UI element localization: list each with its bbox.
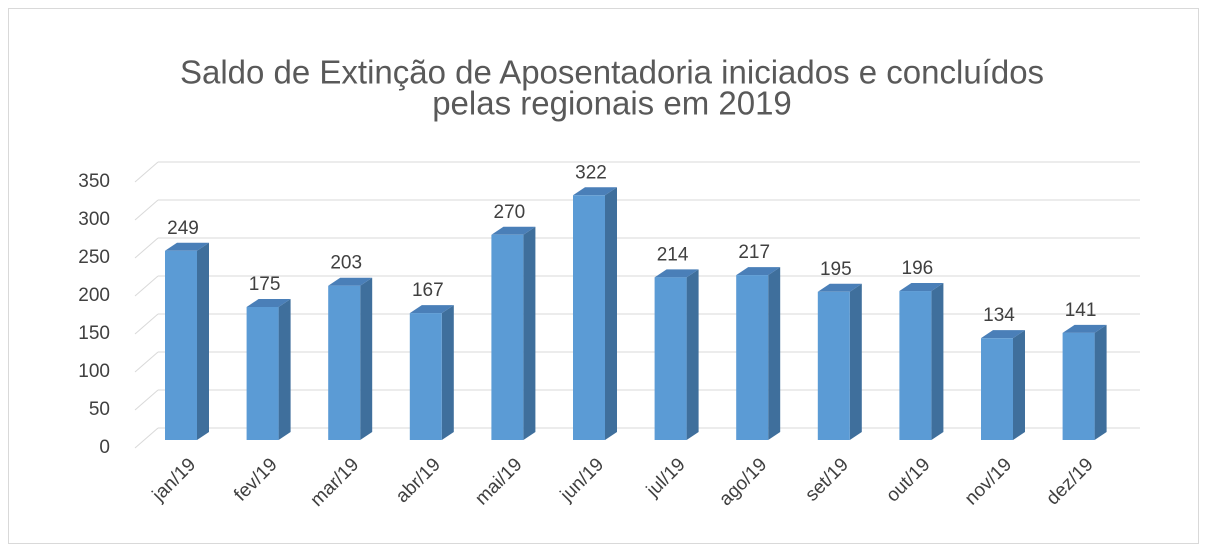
y-tick-label: 300 [78, 209, 110, 230]
bar [981, 338, 1013, 440]
bar-top [981, 330, 1025, 339]
data-label: 270 [494, 202, 526, 223]
bar [246, 307, 279, 440]
bar-top [1062, 324, 1107, 333]
data-label: 196 [902, 258, 934, 279]
grid-line [134, 237, 159, 259]
bar-side [441, 305, 454, 440]
bar [817, 291, 850, 440]
bar [409, 313, 442, 440]
y-tick-label: 0 [99, 437, 110, 458]
bar-top [573, 187, 617, 196]
bar-top [736, 267, 781, 276]
bar-side [605, 187, 617, 440]
grid-line [134, 275, 159, 297]
y-tick-label: 350 [78, 171, 110, 192]
bar-side [1094, 324, 1107, 440]
data-label: 134 [983, 305, 1015, 326]
bar-top [491, 226, 536, 235]
bar-side [849, 283, 862, 440]
data-label: 322 [575, 162, 607, 183]
bar-top [817, 283, 862, 292]
data-label: 249 [167, 218, 199, 239]
data-label: 141 [1065, 300, 1097, 321]
y-tick-label: 250 [78, 247, 110, 268]
y-tick-label: 200 [78, 285, 110, 306]
y-tick-label: 100 [78, 361, 110, 382]
bar-side [278, 299, 291, 440]
data-label: 203 [330, 253, 362, 274]
y-tick-label: 150 [78, 323, 110, 344]
chart-title: Saldo de Extinção de Aposentadoria inici… [180, 54, 1044, 91]
grid-line [134, 313, 159, 335]
bar [328, 285, 361, 440]
bar-side [686, 269, 699, 440]
data-label: 195 [820, 259, 852, 280]
grid-line [134, 161, 159, 183]
bar [899, 291, 932, 440]
data-label: 167 [412, 280, 444, 301]
grid-line [134, 199, 159, 221]
grid-line [134, 389, 159, 411]
bar-side [197, 242, 209, 440]
bar [736, 275, 769, 440]
grid-line [134, 351, 159, 373]
bar-side [768, 267, 781, 440]
grid-line [134, 427, 159, 449]
bar-side [931, 283, 944, 440]
bar [491, 234, 524, 440]
bar [573, 195, 605, 440]
y-tick-label: 50 [89, 399, 110, 420]
bar-top [409, 305, 454, 314]
chart-title: pelas regionais em 2019 [432, 85, 792, 122]
bar-top [328, 277, 373, 286]
bar [654, 277, 687, 440]
data-label: 217 [738, 242, 770, 263]
bar-top [899, 283, 944, 292]
bar-top [654, 269, 699, 278]
bar-top [165, 242, 209, 251]
bar [1062, 332, 1095, 440]
bar-side [360, 277, 373, 440]
bar-side [1013, 330, 1025, 440]
data-label: 175 [249, 274, 281, 295]
bar-top [246, 299, 291, 307]
bar [165, 250, 197, 440]
data-label: 214 [657, 244, 689, 265]
bar-side [523, 226, 536, 440]
